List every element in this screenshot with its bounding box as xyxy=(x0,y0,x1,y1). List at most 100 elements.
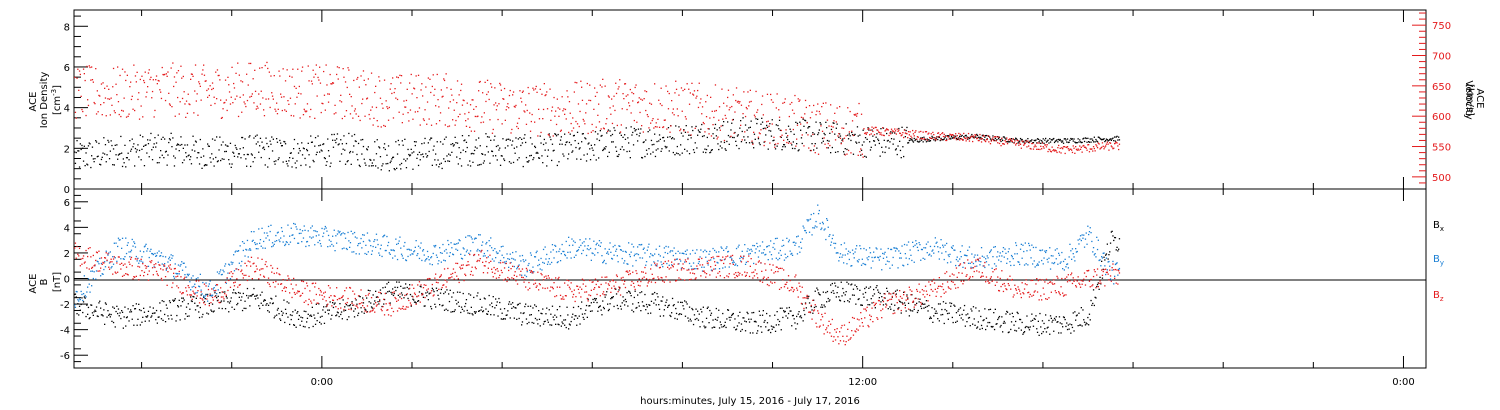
bx-point xyxy=(306,317,309,319)
density-point xyxy=(116,144,118,146)
density-point xyxy=(563,155,565,157)
velocity-point xyxy=(976,138,978,140)
density-point xyxy=(330,162,332,164)
density-point xyxy=(1111,138,1113,140)
velocity-point xyxy=(117,101,120,103)
density-point xyxy=(198,163,201,165)
velocity-point xyxy=(383,124,385,127)
velocity-point xyxy=(182,75,184,78)
bx-point xyxy=(680,301,682,303)
velocity-point xyxy=(580,80,582,82)
bx-point xyxy=(1088,324,1090,326)
density-point xyxy=(911,138,913,141)
velocity-point xyxy=(218,74,220,77)
bx-point xyxy=(325,306,327,308)
by-point xyxy=(210,294,212,296)
density-point xyxy=(702,151,704,153)
velocity-point xyxy=(435,123,438,125)
by-point xyxy=(181,269,184,271)
by-point xyxy=(518,264,520,266)
velocity-point xyxy=(427,77,429,79)
density-point xyxy=(897,145,899,147)
density-point xyxy=(1019,140,1021,142)
by-point xyxy=(548,258,550,260)
bx-point xyxy=(975,307,977,309)
bx-point xyxy=(1049,333,1051,335)
velocity-point xyxy=(1024,142,1026,144)
density-point xyxy=(860,154,862,156)
density-point xyxy=(476,147,478,149)
bx-point xyxy=(894,304,896,306)
by-point xyxy=(100,275,102,277)
density-point xyxy=(846,148,848,151)
bx-point xyxy=(151,312,154,315)
by-point xyxy=(94,265,96,267)
by-point xyxy=(624,250,627,253)
density-point xyxy=(490,139,492,141)
velocity-point xyxy=(532,87,534,89)
density-point xyxy=(654,133,656,135)
density-point xyxy=(510,162,512,164)
by-point xyxy=(138,260,141,262)
by-point xyxy=(813,227,816,229)
by-point xyxy=(490,237,492,239)
bx-point xyxy=(602,306,605,309)
density-point xyxy=(90,166,92,169)
by-point xyxy=(172,255,174,257)
density-point xyxy=(78,166,81,168)
velocity-point xyxy=(1044,144,1046,146)
velocity-point xyxy=(243,101,245,103)
bx-point xyxy=(288,302,290,304)
by-point xyxy=(667,246,670,248)
density-point xyxy=(972,136,975,139)
density-point xyxy=(126,157,128,159)
by-point xyxy=(80,290,82,293)
density-point xyxy=(758,142,760,144)
velocity-point xyxy=(483,112,485,114)
density-point xyxy=(581,133,584,135)
velocity-point xyxy=(955,139,958,141)
density-point xyxy=(739,127,741,129)
bx-point xyxy=(516,318,518,320)
bx-point xyxy=(996,323,998,325)
velocity-point xyxy=(568,101,571,103)
bx-point xyxy=(486,313,489,315)
bx-point xyxy=(1037,320,1039,322)
bx-point xyxy=(1071,326,1074,329)
density-point xyxy=(307,142,309,144)
by-point xyxy=(447,239,449,242)
by-point xyxy=(486,250,489,252)
bx-point xyxy=(910,310,912,312)
bx-point xyxy=(899,300,901,302)
by-point xyxy=(336,233,339,235)
density-point xyxy=(275,160,277,162)
bx-point xyxy=(827,297,829,300)
velocity-point xyxy=(892,130,894,132)
density-point xyxy=(943,138,945,140)
by-point xyxy=(601,255,603,257)
by-point xyxy=(236,268,238,270)
velocity-point xyxy=(267,98,270,100)
velocity-point xyxy=(1062,146,1065,148)
by-point xyxy=(671,264,673,266)
density-point xyxy=(932,136,934,139)
by-point xyxy=(627,263,629,265)
density-point xyxy=(859,134,861,136)
bx-point xyxy=(796,323,799,325)
velocity-point xyxy=(266,61,268,64)
density-point xyxy=(832,122,834,124)
velocity-point xyxy=(694,127,696,129)
density-point xyxy=(801,142,803,145)
velocity-point xyxy=(457,116,459,118)
by-point xyxy=(641,257,644,259)
bx-point xyxy=(228,311,230,313)
by-point xyxy=(799,251,801,253)
bx-point xyxy=(739,311,741,313)
bx-point xyxy=(220,300,223,302)
bx-point xyxy=(916,302,918,304)
by-point xyxy=(484,255,486,257)
velocity-point xyxy=(523,110,525,112)
bx-point xyxy=(1027,326,1029,328)
density-point xyxy=(836,123,838,125)
velocity-point xyxy=(859,151,861,153)
